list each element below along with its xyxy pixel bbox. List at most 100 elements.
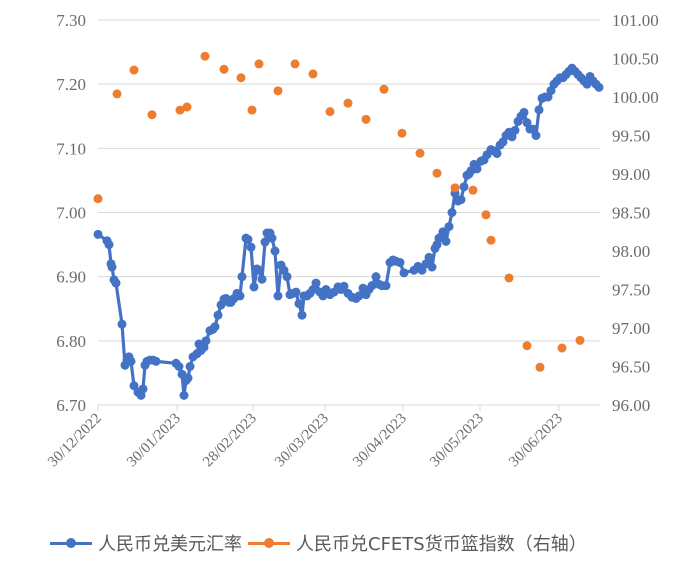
- data-point: [361, 114, 371, 124]
- data-point: [325, 107, 335, 117]
- gridlines: [98, 19, 600, 406]
- data-point: [510, 125, 520, 135]
- data-point: [273, 291, 283, 301]
- data-point: [235, 291, 245, 301]
- y2-tick-label: 100.00: [612, 88, 659, 107]
- data-point: [535, 362, 545, 372]
- x-tick-label: 28/02/2023: [200, 411, 260, 471]
- data-point: [371, 272, 381, 282]
- data-point: [417, 265, 427, 275]
- data-point: [254, 59, 264, 69]
- data-point: [472, 164, 482, 174]
- legend-label: 人民币兑CFETS货币篮指数（右轴）: [296, 534, 587, 555]
- y-tick-label: 7.10: [56, 139, 86, 158]
- y-tick-label: 6.80: [56, 332, 86, 351]
- data-point: [200, 51, 210, 61]
- data-point: [138, 384, 148, 394]
- data-point: [267, 233, 277, 243]
- data-point: [249, 282, 259, 292]
- data-point: [107, 262, 117, 272]
- data-point: [237, 272, 247, 282]
- data-point: [290, 59, 300, 69]
- x-tick-label: 30/01/2023: [124, 411, 184, 471]
- data-point: [339, 281, 349, 291]
- data-point: [201, 336, 211, 346]
- legend-item-usd-rate[interactable]: 人民币兑美元汇率: [50, 530, 242, 556]
- legend-item-cfets-index[interactable]: 人民币兑CFETS货币篮指数（右轴）: [248, 530, 587, 556]
- right-y-axis: 101.00 100.50 100.00 99.50 99.00 98.50 98.00 97…: [612, 11, 659, 415]
- data-point: [246, 242, 256, 252]
- data-point: [492, 148, 502, 158]
- y2-tick-label: 97.00: [612, 319, 650, 338]
- data-point: [441, 236, 451, 246]
- data-point: [531, 131, 541, 140]
- data-point: [111, 278, 121, 288]
- data-point: [367, 281, 377, 291]
- y-tick-label: 6.70: [56, 396, 86, 415]
- data-point: [174, 362, 184, 371]
- data-point: [399, 268, 409, 278]
- y2-tick-label: 100.50: [612, 50, 659, 69]
- data-point: [243, 234, 253, 244]
- data-point: [117, 319, 127, 329]
- data-point: [504, 273, 514, 283]
- data-point: [254, 265, 264, 275]
- data-point: [519, 107, 529, 117]
- x-tick-label: 30/03/2023: [272, 411, 332, 471]
- data-point: [468, 185, 478, 195]
- data-point: [311, 278, 321, 288]
- data-point: [557, 343, 567, 353]
- data-point: [93, 194, 103, 204]
- data-point: [179, 390, 189, 400]
- data-point: [175, 105, 185, 115]
- y-tick-label: 7.30: [56, 11, 86, 30]
- data-point: [415, 148, 425, 158]
- data-point: [297, 310, 307, 320]
- data-point: [594, 82, 604, 92]
- data-point: [273, 86, 283, 96]
- data-point: [93, 229, 103, 239]
- data-point: [575, 335, 585, 345]
- y-tick-label: 6.90: [56, 268, 86, 287]
- data-point: [395, 258, 405, 268]
- data-point: [308, 69, 318, 79]
- data-point: [182, 102, 192, 112]
- legend-label: 人民币兑美元汇率: [98, 534, 242, 555]
- data-point: [432, 168, 442, 178]
- data-point: [219, 64, 229, 74]
- left-y-axis: 7.30 7.20 7.10 7.00 6.90 6.80 6.70: [56, 11, 86, 415]
- data-point: [126, 356, 136, 366]
- data-point: [213, 310, 223, 320]
- data-point: [424, 252, 434, 262]
- data-point: [427, 262, 437, 272]
- data-point: [247, 105, 257, 115]
- y2-tick-label: 98.50: [612, 204, 650, 223]
- data-point: [129, 65, 139, 75]
- y2-tick-label: 98.00: [612, 242, 650, 261]
- data-point: [185, 362, 195, 371]
- y2-tick-label: 96.50: [612, 358, 650, 377]
- series-usd-rate: [93, 63, 604, 400]
- y2-tick-label: 101.00: [612, 11, 659, 30]
- data-point: [354, 291, 364, 301]
- data-point: [447, 208, 457, 217]
- data-point: [270, 246, 280, 256]
- data-point: [444, 222, 454, 232]
- data-point: [456, 195, 466, 205]
- data-point: [260, 237, 270, 247]
- y2-tick-label: 97.50: [612, 281, 650, 300]
- data-point: [486, 235, 496, 245]
- legend: 人民币兑美元汇率 人民币兑CFETS货币篮指数（右轴）: [50, 530, 593, 556]
- data-point: [381, 281, 391, 291]
- x-tick-label: 30/12/2022: [45, 411, 105, 471]
- data-point: [534, 105, 544, 115]
- data-point: [481, 210, 491, 220]
- data-point: [379, 84, 389, 94]
- data-point: [397, 128, 407, 138]
- data-point: [291, 287, 301, 297]
- line-marker-icon: [50, 536, 92, 550]
- data-point: [183, 373, 193, 383]
- data-point: [104, 240, 114, 250]
- y2-tick-label: 96.00: [612, 396, 650, 415]
- data-point: [459, 182, 469, 192]
